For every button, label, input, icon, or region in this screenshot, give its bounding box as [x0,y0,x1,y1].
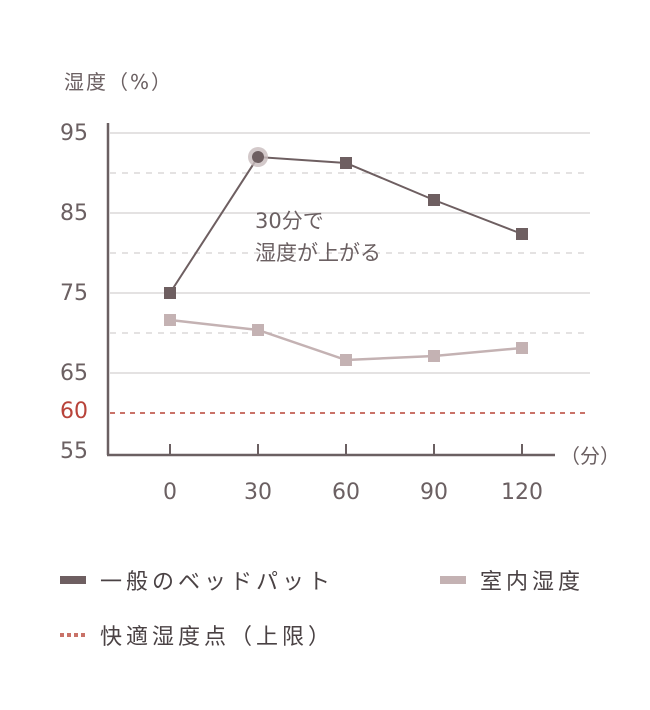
grid-major [110,132,590,374]
grid-minor [110,172,590,334]
bedpad-markers [164,157,528,299]
legend-label-room: 室内湿度 [480,570,585,595]
legend-comfort: 快適湿度点（上限） [60,619,334,651]
y-tick-95: 95 [60,121,88,146]
y-tick-75: 75 [60,281,88,306]
highlight-point [252,151,264,163]
annotation-line-2: 湿度が上がる [255,241,381,265]
y-tick-60: 60 [60,399,88,424]
room-humidity-markers [164,314,528,366]
legend-swatch-comfort [60,633,86,637]
y-tick-55: 55 [60,439,88,464]
x-tick-0: 0 [163,480,177,505]
legend-label-comfort: 快適湿度点（上限） [100,625,335,650]
x-tick-60: 60 [332,480,360,505]
legend-room: 室内湿度 [440,564,584,596]
x-tick-120: 120 [501,480,543,505]
y-tick-85: 85 [60,201,88,226]
y-axis-label: 湿度（%） [64,70,174,94]
x-ticks [169,444,523,455]
x-tick-90: 90 [420,480,448,505]
x-tick-30: 30 [244,480,272,505]
legend-bedpad: 一般のベッドパット [60,564,334,596]
y-tick-65: 65 [60,361,88,386]
x-axis-unit: （分） [560,444,620,468]
annotation: 30分で 湿度が上がる [255,205,381,269]
legend-swatch-bedpad [60,576,86,584]
annotation-line-1: 30分で [255,209,324,233]
legend-label-bedpad: 一般のベッドパット [100,570,335,595]
legend-swatch-room [440,576,466,584]
